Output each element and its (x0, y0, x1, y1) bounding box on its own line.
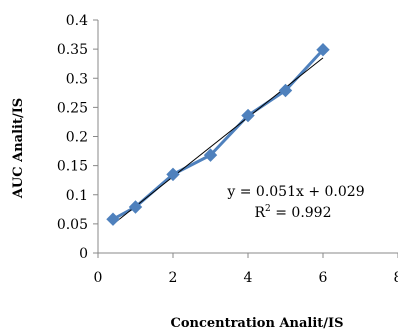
y-tick-label: 0.35 (57, 42, 88, 58)
data-point-marker (166, 167, 180, 182)
y-tick-label: 0.2 (66, 130, 88, 146)
r-squared-value: = 0.992 (271, 205, 332, 221)
data-point-marker (241, 108, 255, 123)
y-tick-label: 0.1 (66, 188, 88, 204)
y-tick-label: 0.15 (57, 159, 88, 175)
x-tick-label: 4 (244, 270, 253, 286)
trendline (112, 57, 324, 225)
r-squared-symbol: R (255, 205, 266, 221)
data-point-marker (316, 43, 330, 57)
x-tick-label: 2 (169, 270, 178, 286)
y-tick-label: 0.25 (57, 100, 88, 116)
data-point-marker (106, 212, 120, 226)
y-tick-label: 0.3 (66, 71, 88, 87)
x-tick-label: 0 (94, 270, 103, 286)
x-axis-ticks: 0 2 4 6 8 (94, 253, 398, 286)
x-axis-title: Concentration Analit/IS (170, 316, 343, 331)
y-axis-ticks: 0 0.05 0.1 0.15 0.2 0.25 0.3 0.35 0.4 (57, 13, 98, 262)
y-axis-title: AUC Analit/IS (11, 98, 26, 199)
x-tick-label: 6 (319, 270, 328, 286)
r-squared-label: R2 = 0.992 (255, 204, 332, 221)
plot-area (106, 43, 330, 226)
y-tick-label: 0.4 (66, 13, 88, 29)
data-point-marker (278, 83, 293, 98)
r-squared-superscript: 2 (265, 204, 271, 214)
data-point-marker (203, 148, 218, 162)
y-tick-label: 0.05 (57, 217, 88, 233)
trendline-equation: y = 0.051x + 0.029 (226, 184, 364, 200)
y-tick-label: 0 (79, 246, 88, 262)
x-tick-label: 8 (394, 270, 398, 286)
data-point-marker (128, 200, 143, 214)
axes (97, 20, 398, 254)
